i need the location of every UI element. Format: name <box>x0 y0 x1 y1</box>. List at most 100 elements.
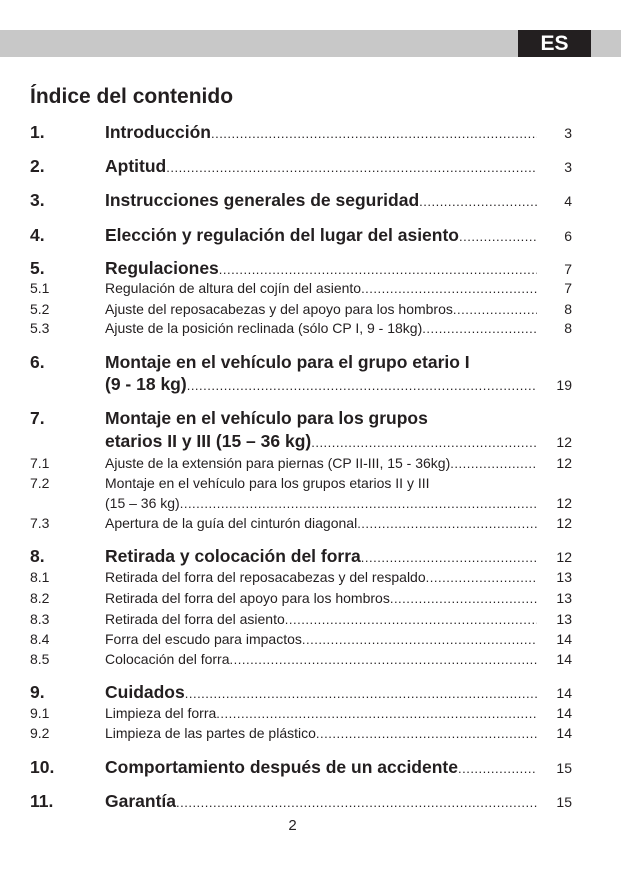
toc-entry: 5.1 Regulación de altura del cojín del as… <box>30 280 572 296</box>
entry-page: 14 <box>556 705 572 721</box>
entry-title: Retirada del forra del reposacabezas y d… <box>105 569 426 585</box>
entry-number: 5. <box>30 258 45 278</box>
toc-entry: 9.1 Limpieza del forra 14 <box>30 705 572 721</box>
dot-leader <box>450 456 537 471</box>
toc-entry: 2. Aptitud 3 <box>30 156 572 177</box>
entry-title: Montaje en el vehículo para el grupo eta… <box>105 352 470 372</box>
entry-number: 8.4 <box>30 631 50 647</box>
dot-leader <box>219 262 537 277</box>
entry-title: Montaje en el vehículo para los grupos <box>105 408 428 428</box>
toc-entry: 1. Introducción 3 <box>30 122 572 143</box>
toc-entry: 8.4 Forra del escudo para impactos 14 <box>30 631 572 647</box>
entry-title: Retirada y colocación del forra <box>105 546 361 566</box>
entry-number: 9.2 <box>30 725 50 741</box>
entry-page: 12 <box>556 549 572 565</box>
dot-leader <box>216 706 537 721</box>
dot-leader <box>459 229 537 244</box>
entry-page: 13 <box>556 611 572 627</box>
entry-number: 8.2 <box>30 590 50 606</box>
entry-number: 4. <box>30 225 45 245</box>
entry-title: Apertura de la guía del cinturón diagona… <box>105 515 358 531</box>
toc-entry: etarios II y III (15 – 36 kg) 12 <box>30 431 572 452</box>
entry-title: Forra del escudo para impactos <box>105 631 302 647</box>
entry-number: 6. <box>30 352 45 372</box>
entry-number: 10. <box>30 757 55 777</box>
toc-entry: 8.3 Retirada del forra del asiento 13 <box>30 611 572 627</box>
entry-number: 5.3 <box>30 320 50 336</box>
dot-leader <box>426 570 537 585</box>
entry-page: 12 <box>556 495 572 511</box>
dot-leader <box>230 652 537 667</box>
toc-entry: 9. Cuidados 14 <box>30 682 572 703</box>
entry-title: (9 - 18 kg) <box>105 374 187 394</box>
entry-number: 7.3 <box>30 515 50 531</box>
entry-title: Introducción <box>105 122 211 142</box>
entry-title: Cuidados <box>105 682 185 702</box>
toc-entry: (15 – 36 kg) 12 <box>30 495 572 511</box>
toc-entry: 5.2 Ajuste del reposacabezas y del apoyo … <box>30 301 572 317</box>
dot-leader <box>458 761 537 776</box>
entry-title: Regulación de altura del cojín del asien… <box>105 280 362 296</box>
entry-page: 14 <box>556 685 572 701</box>
toc-entry: 7.2 Montaje en el vehículo para los grupo… <box>30 475 572 491</box>
entry-number: 11. <box>30 791 54 811</box>
toc-entry: 8.1 Retirada del forra del reposacabezas … <box>30 569 572 585</box>
dot-leader <box>316 726 537 741</box>
entry-page: 14 <box>556 725 572 741</box>
entry-page: 12 <box>556 455 572 471</box>
dot-leader <box>361 550 537 565</box>
entry-number: 9. <box>30 682 45 702</box>
toc-entry: 7. Montaje en el vehículo para los grupos <box>30 408 572 429</box>
entry-number: 8. <box>30 546 45 566</box>
dot-leader <box>422 321 537 336</box>
toc-entry: 7.3 Apertura de la guía del cinturón diag… <box>30 515 572 531</box>
language-badge: ES <box>518 30 591 57</box>
entry-page: 6 <box>564 228 572 244</box>
entry-number: 7. <box>30 408 45 428</box>
entry-title: etarios II y III (15 – 36 kg) <box>105 431 312 451</box>
dot-leader <box>166 160 537 175</box>
dot-leader <box>187 378 537 393</box>
toc-entry: 10. Comportamiento después de un accident… <box>30 757 572 778</box>
entry-title: Retirada del forra del apoyo para los ho… <box>105 590 390 606</box>
header-bar <box>0 30 621 57</box>
dot-leader <box>176 795 537 810</box>
dot-leader <box>302 632 537 647</box>
dot-leader <box>357 516 537 531</box>
entry-page: 12 <box>556 515 572 531</box>
toc-entry: (9 - 18 kg) 19 <box>30 374 572 395</box>
entry-page: 15 <box>556 794 572 810</box>
toc-entry: 3. Instrucciones generales de seguridad 4 <box>30 190 572 211</box>
entry-number: 8.5 <box>30 651 50 667</box>
entry-number: 5.2 <box>30 301 50 317</box>
entry-title: Instrucciones generales de seguridad <box>105 190 420 210</box>
dot-leader <box>211 126 537 141</box>
dot-leader <box>311 435 537 450</box>
entry-page: 8 <box>564 320 572 336</box>
toc-entry: 9.2 Limpieza de las partes de plástico 14 <box>30 725 572 741</box>
entry-title: Comportamiento después de un accidente <box>105 757 458 777</box>
dot-leader <box>361 281 537 296</box>
entry-title: Garantía <box>105 791 176 811</box>
entry-title: Ajuste del reposacabezas y del apoyo par… <box>105 301 453 317</box>
toc-entry: 8.5 Colocación del forra 14 <box>30 651 572 667</box>
entry-title: Ajuste de la extensión para piernas (CP … <box>105 455 451 471</box>
entry-page: 7 <box>564 261 572 277</box>
entry-title: Limpieza del forra <box>105 705 217 721</box>
entry-page: 8 <box>564 301 572 317</box>
entry-title: Limpieza de las partes de plástico <box>105 725 316 741</box>
toc-entry: 5.3 Ajuste de la posición reclinada (sólo… <box>30 320 572 336</box>
entry-number: 7.2 <box>30 475 50 491</box>
entry-title: Aptitud <box>105 156 167 176</box>
entry-page: 3 <box>564 125 572 141</box>
dot-leader <box>180 496 537 511</box>
dot-leader <box>419 194 537 209</box>
entry-page: 12 <box>556 434 572 450</box>
page-number: 2 <box>288 817 297 834</box>
entry-page: 7 <box>564 280 572 296</box>
entry-number: 5.1 <box>30 280 50 296</box>
entry-title: Regulaciones <box>105 258 219 278</box>
entry-page: 19 <box>556 377 572 393</box>
dot-leader <box>285 612 537 627</box>
